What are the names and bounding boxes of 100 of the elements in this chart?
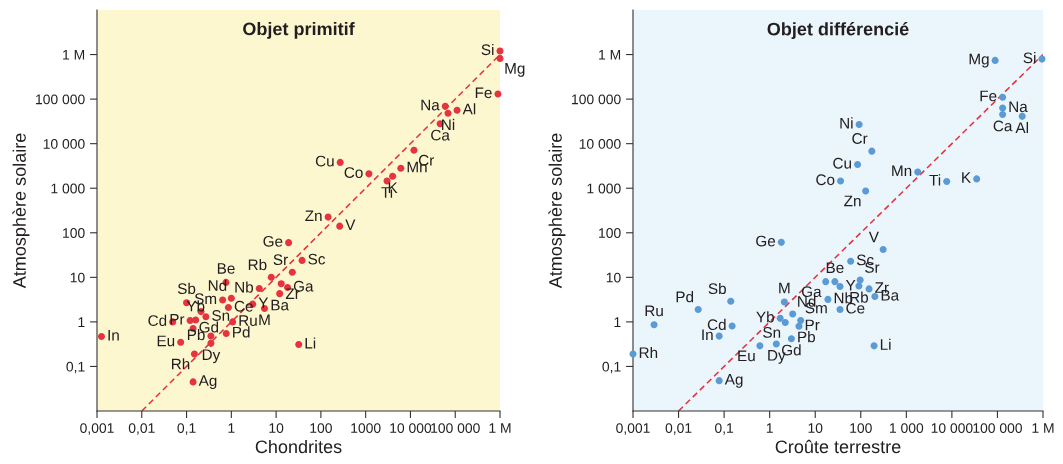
y-tick-label: 10 000 xyxy=(43,139,85,149)
annotation: Pr xyxy=(170,314,185,325)
y-tick-label: 10 xyxy=(606,272,621,283)
annotation: In xyxy=(702,329,713,341)
annotation: Ni xyxy=(840,117,853,129)
y-axis-title: Atmosphère solaire xyxy=(548,133,566,289)
annotation: Sn xyxy=(763,327,781,338)
x-tick-label: 10 000 xyxy=(390,423,432,434)
annotation: Cd xyxy=(148,314,167,326)
annotation: Fe xyxy=(980,90,997,102)
y-tick-label: 0,1 xyxy=(602,361,621,374)
x-tick-label: 1 M xyxy=(489,423,511,433)
annotation: Zn xyxy=(844,195,861,207)
annotation: Sn xyxy=(212,310,230,321)
annotation: Yb xyxy=(756,311,774,323)
annotation: Nd xyxy=(208,279,227,292)
y-tick-label: 100 000 xyxy=(36,94,85,105)
text: Objet différencié xyxy=(767,22,909,40)
annotation: Mg xyxy=(969,53,989,68)
annotation: Na xyxy=(1009,101,1028,113)
annotation: Ca xyxy=(993,120,1013,132)
annotation: Eu xyxy=(738,350,755,362)
y-tick-label: 10 xyxy=(70,272,85,283)
annotation: Y xyxy=(845,280,856,291)
x-tick-label: 10 xyxy=(269,423,284,434)
x-tick-label: 1 xyxy=(228,423,235,433)
x-tick-label: 1 000 xyxy=(890,423,924,434)
annotation: In xyxy=(108,329,119,341)
annotation: Li xyxy=(880,338,891,350)
y-tick-label: 1 M xyxy=(599,50,621,60)
annotation: K xyxy=(962,172,971,183)
x-tick-label: 0,1 xyxy=(177,423,196,435)
x-tick-label: 0,001 xyxy=(80,423,114,435)
annotation: Co xyxy=(344,167,363,178)
x-tick-label: 10 xyxy=(808,423,823,434)
y-tick-label: 100 000 xyxy=(572,94,621,105)
y-tick-label: 100 xyxy=(599,228,621,238)
x-tick-label: 1 xyxy=(766,423,773,433)
annotation: Rh xyxy=(172,358,190,370)
annotation: Be xyxy=(826,262,844,274)
y-tick-label: 0,1 xyxy=(66,361,85,374)
x-tick-label: 1000 xyxy=(351,423,381,434)
x-tick-label: 10 000 xyxy=(931,423,973,434)
annotation: Ru xyxy=(239,315,257,326)
y-tick-label: 1 xyxy=(78,317,85,327)
annotation: V xyxy=(868,231,879,243)
x-tick-label: 0,1 xyxy=(715,423,734,435)
annotation: Cu xyxy=(833,157,851,169)
annotation: Ce xyxy=(234,300,253,312)
annotation: Si xyxy=(1023,52,1036,64)
annotation: Ga xyxy=(801,286,822,298)
annotation: Pd xyxy=(233,326,250,338)
annotation: Al xyxy=(462,103,476,115)
annotation: M xyxy=(779,282,790,294)
y-tick-label: 1 xyxy=(614,317,621,327)
annotation: Mn xyxy=(892,165,912,177)
x-axis-title: Croûte terrestre xyxy=(775,439,901,454)
annotation: Al xyxy=(1015,121,1028,133)
annotation: Li xyxy=(305,337,316,349)
annotation: Ni xyxy=(442,118,455,130)
annotation: M xyxy=(259,314,270,326)
annotation: Ba xyxy=(271,299,289,311)
annotation: Nb xyxy=(235,281,254,293)
annotation: Rh xyxy=(639,346,658,358)
x-tick-label: 0,001 xyxy=(616,423,650,435)
y-axis-title: Atmosphère solaire xyxy=(12,133,30,289)
x-tick-label: 0,01 xyxy=(128,423,155,435)
annotation: Sb xyxy=(177,282,196,295)
annotation: Ge xyxy=(756,235,776,247)
annotation: Sr xyxy=(273,254,288,266)
annotation: Ca xyxy=(431,129,450,141)
y-tick-label: 1 000 xyxy=(587,183,621,194)
x-tick-label: 100 xyxy=(310,423,332,434)
annotation: Ge xyxy=(263,235,283,247)
annotation: Zn xyxy=(305,210,322,222)
annotation: Ti xyxy=(929,174,941,186)
annotation: V xyxy=(345,219,356,231)
y-tick-label: 10 000 xyxy=(579,139,621,149)
text: Objet primitif xyxy=(243,22,355,39)
x-tick-label: 100 000 xyxy=(431,423,480,434)
y-tick-label: 1 000 xyxy=(51,183,85,194)
annotation: Pr xyxy=(805,319,820,331)
annotation: Sb xyxy=(708,282,726,295)
annotation: Pd xyxy=(676,291,694,303)
annotation: Fe xyxy=(475,87,492,99)
annotation: Co xyxy=(816,174,835,186)
x-axis-title: Chondrites xyxy=(255,439,342,454)
annotation: Dy xyxy=(202,349,221,364)
annotation: Rb xyxy=(248,258,267,271)
annotation: Sc xyxy=(308,253,326,265)
x-tick-label: 0,01 xyxy=(665,423,692,435)
annotation: Ag xyxy=(198,375,217,390)
y-tick-label: 1 M xyxy=(63,50,85,60)
annotation: Ag xyxy=(724,374,743,388)
y-tick-label: 100 xyxy=(63,228,85,238)
annotation: Na xyxy=(421,99,440,111)
annotation: Eu xyxy=(157,335,175,347)
annotation: Ru xyxy=(645,305,663,317)
annotation: Cu xyxy=(315,155,334,167)
annotation: Pb xyxy=(798,331,815,343)
